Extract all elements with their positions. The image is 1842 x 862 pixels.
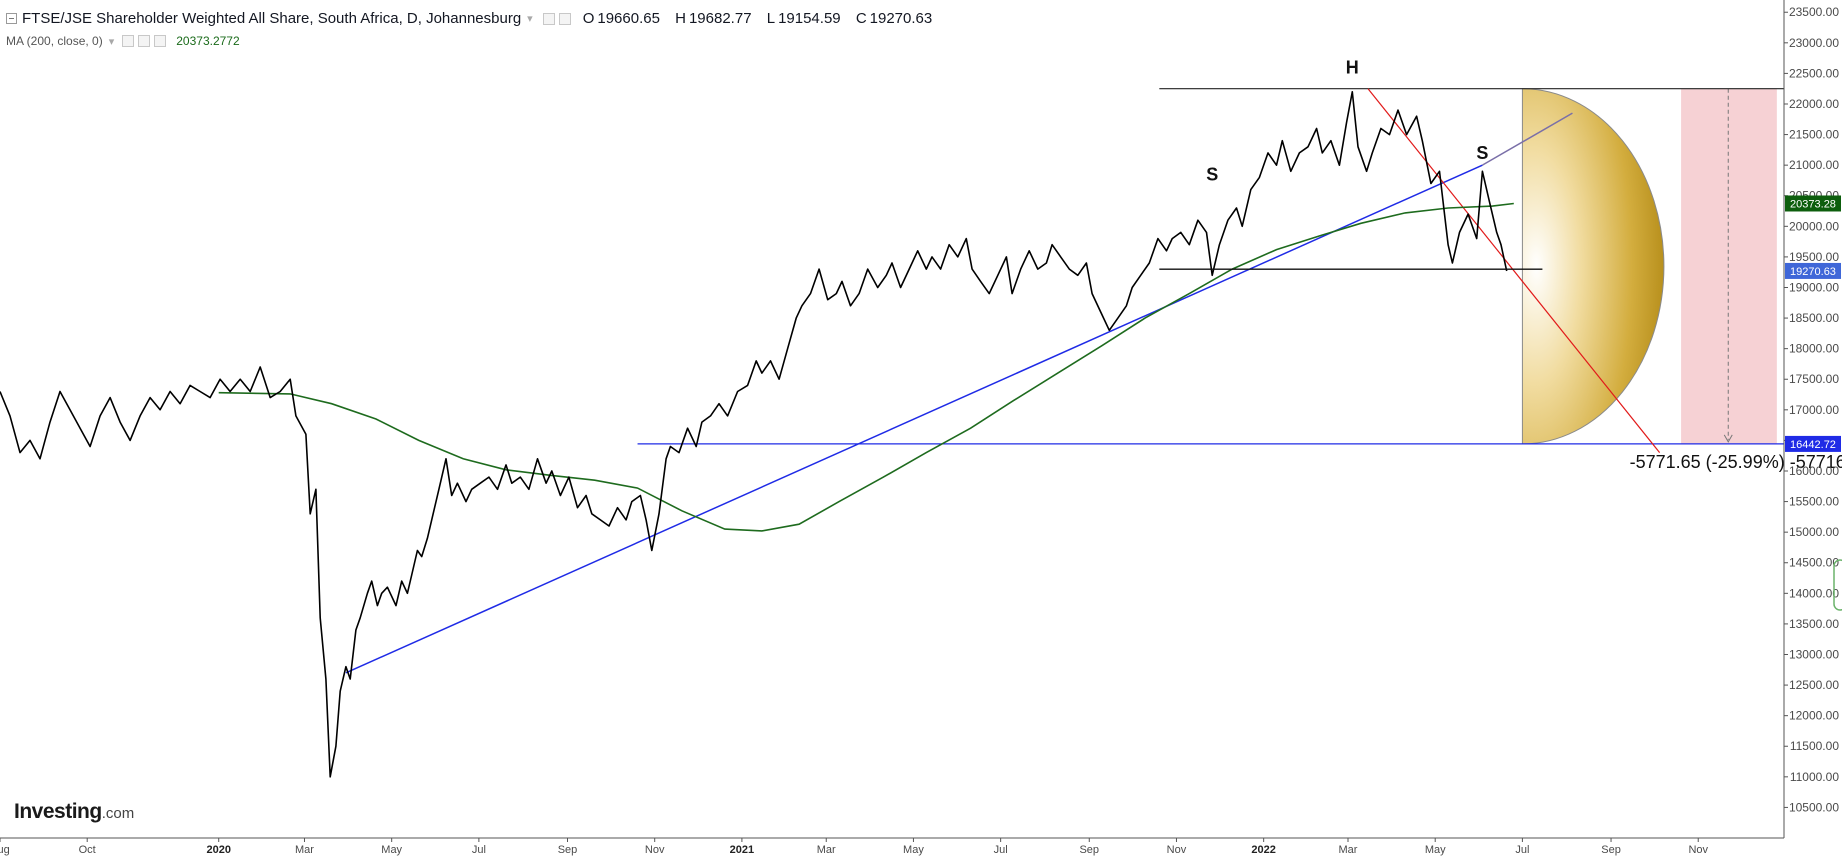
ma-badge-bg	[1785, 195, 1841, 212]
x-tick-label: May	[1425, 844, 1446, 856]
x-tick-label: 2020	[206, 844, 230, 856]
visibility-icon[interactable]	[542, 12, 555, 25]
x-tick-label: May	[381, 844, 402, 856]
y-tick-label: 15000.00	[1789, 525, 1839, 539]
y-tick-label: 20000.00	[1789, 219, 1839, 233]
y-tick-label: 18000.00	[1789, 342, 1839, 356]
open-value: 19660.65	[597, 10, 660, 27]
y-tick-label: 16000.00	[1789, 464, 1839, 478]
y-tick-label: 23500.00	[1789, 5, 1839, 19]
chevron-down-icon[interactable]: ▾	[527, 13, 533, 25]
target-badge: 16442.72	[1790, 439, 1836, 451]
uptrend-line[interactable]	[345, 164, 1483, 674]
y-tick-label: 19000.00	[1789, 280, 1839, 294]
y-tick-label: 21000.00	[1789, 158, 1839, 172]
indicator-value: 20373.2772	[176, 34, 240, 48]
x-tick-label: Aug	[0, 844, 10, 856]
x-tick-label: Jul	[1515, 844, 1529, 856]
target-badge-bg	[1785, 435, 1841, 452]
high-label: H	[675, 10, 686, 27]
y-tick-label: 18500.00	[1789, 311, 1839, 325]
close-value: 19270.63	[869, 10, 933, 27]
low-label: L	[766, 10, 776, 27]
high-value: 19682.77	[688, 10, 752, 27]
ma-badge: 20373.28	[1790, 198, 1836, 210]
open-label: O	[582, 10, 595, 27]
close-label: C	[855, 10, 867, 27]
price-badge-bg	[1785, 262, 1841, 279]
y-tick-label: 13500.00	[1789, 617, 1839, 631]
price-badge: 19270.63	[1790, 266, 1836, 278]
x-tick-label: Mar	[1339, 844, 1358, 856]
x-tick-label: 2021	[730, 844, 754, 856]
y-tick-label: 22000.00	[1789, 97, 1839, 111]
y-tick-label: 14000.00	[1789, 586, 1839, 600]
logo-suffix: .com	[101, 805, 135, 822]
y-tick-label: 12000.00	[1789, 709, 1839, 723]
indicator-chevron-icon[interactable]: ▾	[108, 35, 115, 48]
target-zone[interactable]	[1681, 88, 1777, 444]
head-label: H	[1346, 57, 1359, 77]
low-value: 19154.59	[778, 10, 841, 27]
y-tick-label: 15500.00	[1789, 495, 1839, 509]
indicator-visibility-icon[interactable]	[122, 35, 135, 47]
collapse-legend-icon[interactable]	[6, 13, 17, 24]
ohlc-values: O 19660.65 H 19682.77 L 19154.59 C 19270.63	[583, 10, 944, 27]
y-tick-label: 14500.00	[1789, 556, 1839, 570]
x-tick-label: Sep	[1079, 844, 1099, 856]
ma-200-line[interactable]	[218, 202, 1514, 532]
y-tick-label: 23000.00	[1789, 36, 1839, 50]
y-tick-label: 11000.00	[1790, 770, 1839, 784]
brand-logo: Investing.com	[14, 800, 134, 824]
x-tick-label: Nov	[1688, 844, 1708, 856]
y-tick-label: 17500.00	[1789, 372, 1839, 386]
price-line[interactable]	[0, 91, 1508, 778]
x-tick-label: May	[903, 844, 924, 856]
x-tick-label: Sep	[1601, 844, 1621, 856]
legend-indicator: MA (200, close, 0) ▾ 20373.2772	[6, 34, 240, 48]
projection-semicircle[interactable]	[1521, 88, 1664, 445]
y-tick-label: 21500.00	[1789, 128, 1839, 142]
measure-label: -5771.65 (-25.99%) -577165	[1630, 452, 1842, 472]
x-tick-label: Mar	[295, 844, 314, 856]
x-tick-label: Sep	[558, 844, 578, 856]
y-tick-label: 11500.00	[1790, 739, 1839, 753]
indicator-label[interactable]: MA (200, close, 0)	[6, 34, 103, 48]
y-tick-label: 12500.00	[1789, 678, 1839, 692]
right-shoulder-label: S	[1476, 143, 1488, 163]
indicator-settings-icon[interactable]	[138, 35, 151, 47]
y-tick-label: 10500.00	[1789, 800, 1839, 814]
x-tick-label: Nov	[1167, 844, 1187, 856]
legend-main: FTSE/JSE Shareholder Weighted All Share,…	[6, 10, 943, 27]
x-tick-label: Nov	[645, 844, 665, 856]
downtrend-line[interactable]	[1367, 88, 1661, 454]
x-tick-label: Jul	[994, 844, 1008, 856]
y-tick-label: 13000.00	[1789, 647, 1839, 661]
y-tick-label: 19500.00	[1789, 250, 1839, 264]
x-tick-label: Oct	[79, 844, 96, 856]
x-tick-label: Jul	[472, 844, 486, 856]
logo-brand: Investing	[14, 800, 102, 823]
left-shoulder-label: S	[1206, 164, 1218, 184]
scale-handle[interactable]	[1833, 559, 1842, 611]
y-tick-label: 17000.00	[1789, 403, 1839, 417]
symbol-name[interactable]: FTSE/JSE Shareholder Weighted All Share,…	[22, 10, 522, 27]
x-tick-label: Mar	[817, 844, 836, 856]
projection-arrowhead	[1723, 434, 1733, 443]
y-tick-label: 22500.00	[1789, 66, 1839, 80]
indicator-remove-icon[interactable]	[154, 35, 167, 47]
x-tick-label: 2022	[1251, 844, 1275, 856]
uptrend-extension-line[interactable]	[1482, 112, 1573, 166]
settings-icon[interactable]	[558, 12, 571, 25]
